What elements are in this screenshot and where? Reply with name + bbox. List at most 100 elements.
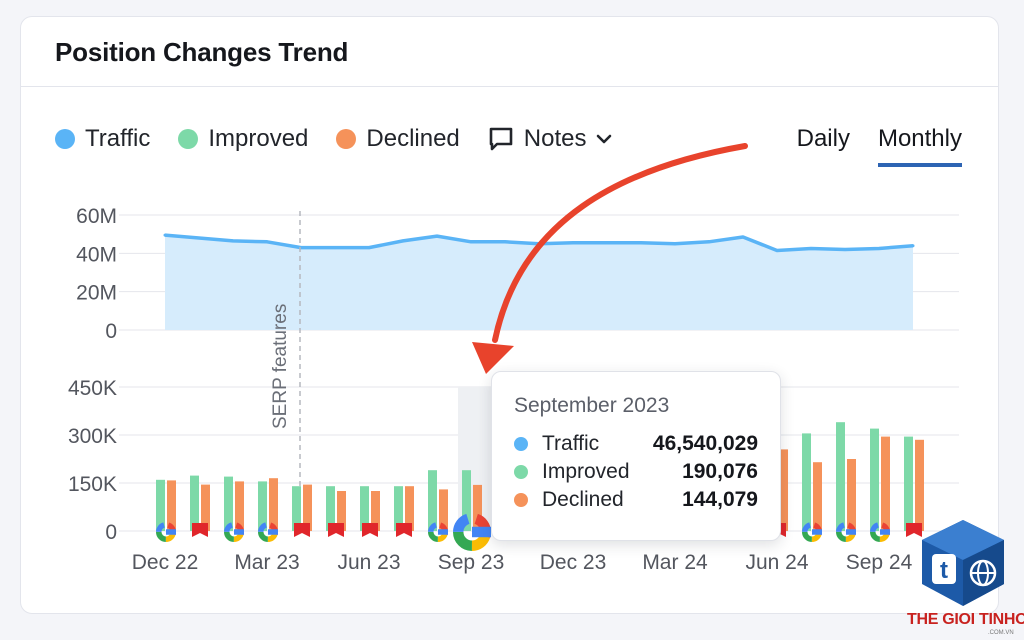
improved-bar	[190, 475, 199, 531]
declined-bar	[405, 486, 414, 531]
traffic-point	[469, 240, 473, 244]
traffic-y-tick-label: 60M	[76, 205, 117, 228]
note-flag-icon	[328, 523, 344, 537]
legend-item-traffic[interactable]: Traffic	[55, 125, 150, 153]
google-icon	[870, 522, 890, 542]
bars-y-tick-label: 150K	[68, 473, 117, 496]
bars-y-tick-label: 0	[105, 521, 117, 544]
tab-monthly[interactable]: Monthly	[877, 125, 962, 167]
google-arc	[836, 522, 856, 542]
traffic-point	[163, 233, 167, 237]
watermark-cube-icon: t	[922, 520, 1004, 606]
tooltip-label: Traffic	[542, 432, 600, 455]
google-arc	[802, 522, 822, 542]
traffic-point	[809, 247, 813, 250]
google-icon	[428, 522, 448, 542]
improved-bar	[802, 433, 811, 531]
google-icon	[802, 522, 822, 542]
traffic-point	[605, 241, 609, 245]
tooltip-value: 144,079	[682, 488, 758, 511]
google-arc	[870, 522, 890, 542]
legend-label: Declined	[366, 125, 460, 152]
google-arc	[453, 512, 492, 551]
chart-legend: Traffic Improved Declined Notes	[55, 125, 622, 153]
google-icon	[258, 522, 278, 542]
traffic-point	[741, 235, 745, 239]
google-arc	[453, 512, 492, 551]
google-arc	[870, 522, 890, 542]
google-bar	[880, 529, 890, 535]
declined-bar	[201, 484, 210, 531]
google-arc	[224, 522, 244, 542]
x-tick-label: Mar 24	[642, 551, 708, 574]
declined-bar	[337, 491, 346, 531]
x-tick-label: Dec 22	[132, 551, 199, 574]
tooltip-dot-icon	[514, 437, 528, 451]
bars-y-tick-label: 450K	[68, 377, 117, 400]
traffic-point	[197, 236, 201, 240]
improved-bar	[326, 486, 335, 531]
position-changes-card: Position Changes Trend Traffic Improved …	[20, 16, 999, 614]
tooltip-title: September 2023	[514, 394, 670, 417]
traffic-point	[231, 239, 235, 243]
improved-bar	[428, 470, 437, 531]
google-arc	[258, 522, 278, 542]
improved-bar	[394, 486, 403, 531]
watermark-subtext: .COM.VN	[988, 630, 1014, 636]
tooltip-value: 46,540,029	[652, 432, 758, 455]
traffic-point	[707, 240, 711, 244]
declined-bar	[881, 436, 890, 531]
watermark: t THE GIOI TINHOC .COM.VN	[900, 516, 1024, 640]
traffic-y-tick-label: 40M	[76, 243, 117, 266]
period-tabs: Daily Monthly	[769, 125, 962, 167]
tooltip-dot-icon	[514, 465, 528, 479]
improved-bar	[224, 476, 233, 531]
tooltip-row-improved: Improved 190,076	[514, 458, 758, 486]
legend-dot-declined-icon	[336, 129, 357, 149]
google-large-icon	[453, 512, 492, 551]
declined-bar	[167, 480, 176, 531]
traffic-point	[537, 242, 541, 246]
google-arc	[258, 522, 278, 542]
google-bar	[472, 526, 491, 538]
tooltip-row-declined: Declined 144,079	[514, 486, 758, 514]
traffic-point	[673, 242, 677, 246]
traffic-point	[639, 241, 643, 245]
watermark-text: THE GIOI TINHOC	[907, 611, 1024, 628]
google-bar	[234, 529, 244, 535]
note-flag-icon	[362, 523, 378, 537]
traffic-y-tick-label: 0	[105, 320, 117, 343]
annotation-label: SERP features	[270, 304, 291, 429]
google-icon	[156, 522, 176, 542]
legend-item-improved[interactable]: Improved	[178, 125, 308, 153]
google-bar	[812, 529, 822, 535]
flag-shape	[362, 523, 378, 537]
legend-dot-traffic-icon	[55, 129, 75, 149]
note-flag-icon	[294, 523, 310, 537]
google-arc	[156, 522, 176, 542]
bars-y-tick-label: 300K	[68, 425, 117, 448]
flag-shape	[294, 523, 310, 537]
declined-bar	[779, 449, 788, 531]
tab-daily[interactable]: Daily	[796, 125, 850, 152]
google-arc	[802, 522, 822, 542]
card-title: Position Changes Trend	[55, 37, 349, 67]
google-icon	[224, 522, 244, 542]
improved-bar	[360, 486, 369, 531]
traffic-point	[571, 241, 575, 245]
flag-shape	[192, 523, 208, 537]
traffic-point	[503, 240, 507, 244]
traffic-point	[877, 247, 881, 250]
tooltip-label: Improved	[542, 460, 630, 483]
tooltip-label: Declined	[542, 488, 624, 511]
legend-label: Traffic	[85, 125, 151, 152]
google-icon	[836, 522, 856, 542]
traffic-point	[435, 234, 439, 238]
declined-bar	[813, 462, 822, 531]
google-bar	[166, 529, 176, 535]
flag-shape	[328, 523, 344, 537]
tooltip-row-traffic: Traffic 46,540,029	[514, 430, 758, 458]
legend-item-declined[interactable]: Declined	[336, 125, 460, 153]
flag-shape	[396, 523, 412, 537]
google-bar	[268, 529, 278, 535]
